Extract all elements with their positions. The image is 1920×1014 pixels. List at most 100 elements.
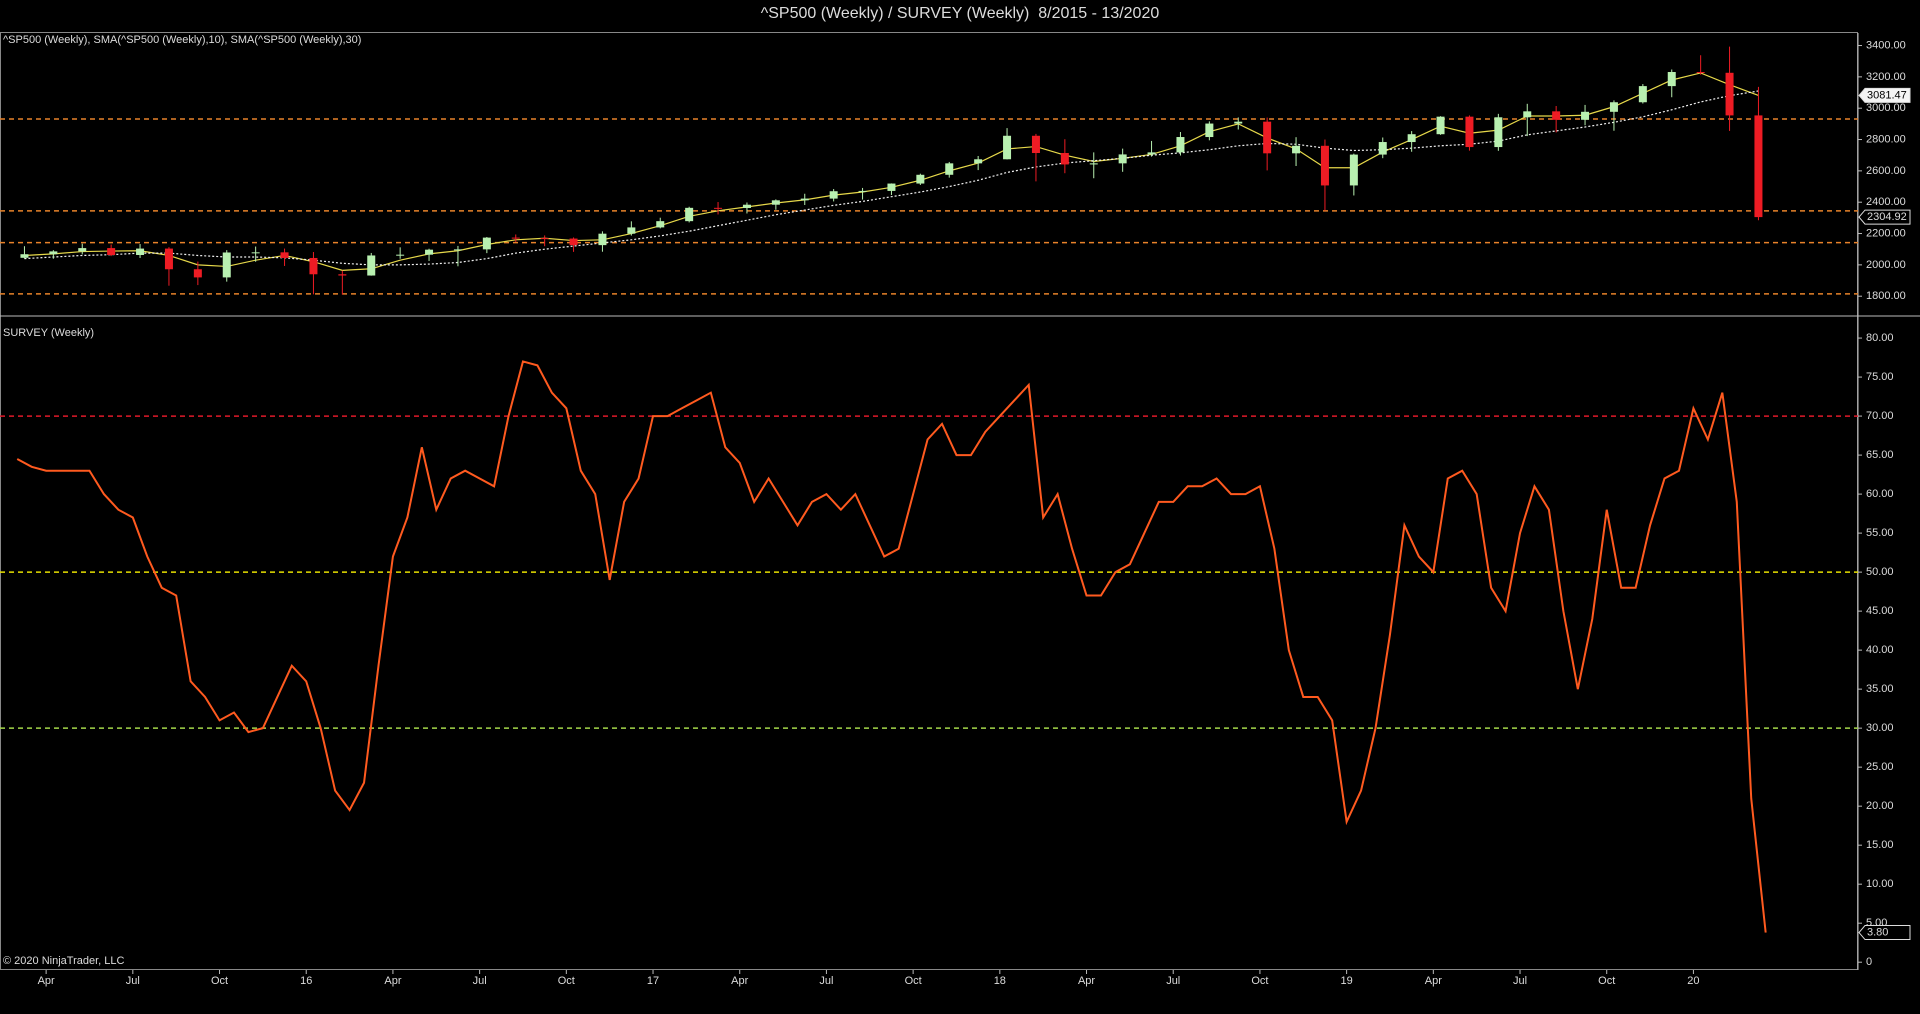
candle-body <box>1407 134 1416 143</box>
candle-body <box>482 237 491 250</box>
x-tick-label: Oct <box>1598 975 1615 987</box>
candle-body <box>396 254 405 256</box>
candle-body <box>1667 72 1676 87</box>
x-tick-label: Jul <box>1166 975 1180 987</box>
candle-body <box>540 238 549 240</box>
x-tick-label: 18 <box>994 975 1006 987</box>
candle-body <box>1003 135 1012 160</box>
candle-body <box>1378 142 1387 155</box>
x-tick-label: 16 <box>300 975 312 987</box>
candle-body <box>78 248 87 252</box>
candle-body <box>771 200 780 205</box>
candle-body <box>1031 135 1040 154</box>
candle-body <box>1320 145 1329 186</box>
candle-body <box>107 248 116 255</box>
candle-body <box>309 257 318 275</box>
y-tick-label: 2200.00 <box>1866 227 1906 239</box>
candle-body <box>511 237 520 239</box>
y-tick-label: 2000.00 <box>1866 259 1906 271</box>
candle-body <box>1292 145 1301 154</box>
x-tick-label: Oct <box>211 975 228 987</box>
y-tick-label: 60.00 <box>1866 488 1894 500</box>
candle-body <box>280 252 289 258</box>
y-tick-label: 3400.00 <box>1866 39 1906 51</box>
candle-body <box>1176 137 1185 153</box>
panel-label: SURVEY (Weekly) <box>3 327 94 339</box>
value-marker-label: 2304.92 <box>1867 211 1907 223</box>
candle-body <box>887 183 896 191</box>
candle-body <box>193 269 202 278</box>
x-tick-label: Jul <box>1513 975 1527 987</box>
candle-body <box>685 207 694 222</box>
y-tick-label: 40.00 <box>1866 644 1894 656</box>
y-tick-label: 30.00 <box>1866 722 1894 734</box>
candle-body <box>1552 111 1561 120</box>
candle-body <box>1494 117 1503 148</box>
candle-body <box>627 227 636 234</box>
candle-body <box>656 221 665 228</box>
y-tick-label: 3200.00 <box>1866 71 1906 83</box>
value-marker-label: 3.80 <box>1867 926 1888 938</box>
candle-body <box>136 248 145 255</box>
y-tick-label: 35.00 <box>1866 683 1894 695</box>
candle-body <box>251 252 260 254</box>
candle-body <box>1609 102 1618 112</box>
candle-body <box>1118 154 1127 164</box>
candle-body <box>164 248 173 270</box>
x-tick-label: Oct <box>905 975 922 987</box>
y-tick-label: 80.00 <box>1866 332 1894 344</box>
x-tick-label: 19 <box>1341 975 1353 987</box>
value-marker <box>1858 87 1911 103</box>
candle-body <box>1754 115 1763 218</box>
candle-body <box>1060 153 1069 165</box>
candle-body <box>800 198 809 201</box>
candle-body <box>714 207 723 209</box>
candle-body <box>222 252 231 278</box>
value-marker <box>1858 925 1911 941</box>
x-tick-label: Jul <box>819 975 833 987</box>
panel-label: ^SP500 (Weekly), SMA(^SP500 (Weekly),10)… <box>3 34 361 46</box>
candle-body <box>1089 163 1098 165</box>
candle-body <box>858 190 867 192</box>
y-tick-label: 0 <box>1866 956 1872 968</box>
y-tick-label: 20.00 <box>1866 800 1894 812</box>
candle-body <box>1523 111 1532 118</box>
x-tick-label: Apr <box>731 975 748 987</box>
candle-body <box>1205 123 1214 138</box>
candle-body <box>453 249 462 251</box>
candle-body <box>1147 152 1156 155</box>
value-marker-label: 3081.47 <box>1867 89 1907 101</box>
y-tick-label: 2600.00 <box>1866 165 1906 177</box>
x-tick-label: Apr <box>1425 975 1442 987</box>
candle-body <box>1465 116 1474 148</box>
candle-body <box>598 233 607 246</box>
value-marker <box>1858 209 1911 225</box>
y-tick-label: 45.00 <box>1866 605 1894 617</box>
y-tick-label: 15.00 <box>1866 839 1894 851</box>
series-line <box>16 360 1767 933</box>
candle-body <box>1725 72 1734 116</box>
candle-body <box>1436 116 1445 135</box>
copyright: © 2020 NinjaTrader, LLC <box>3 955 124 967</box>
y-tick-label: 75.00 <box>1866 371 1894 383</box>
y-tick-label: 10.00 <box>1866 878 1894 890</box>
candle-body <box>338 274 347 276</box>
x-tick-label: Jul <box>473 975 487 987</box>
y-tick-label: 1800.00 <box>1866 290 1906 302</box>
candle-body <box>1581 111 1590 120</box>
x-tick-label: Oct <box>558 975 575 987</box>
candle-body <box>1349 154 1358 186</box>
y-tick-label: 2800.00 <box>1866 133 1906 145</box>
y-tick-label: 25.00 <box>1866 761 1894 773</box>
y-tick-label: 2400.00 <box>1866 196 1906 208</box>
x-tick-label: Apr <box>384 975 401 987</box>
candle-body <box>916 174 925 184</box>
y-tick-label: 70.00 <box>1866 410 1894 422</box>
candle-body <box>1638 86 1647 103</box>
candle-body <box>974 159 983 164</box>
candle-body <box>829 191 838 199</box>
candle-body <box>367 255 376 276</box>
